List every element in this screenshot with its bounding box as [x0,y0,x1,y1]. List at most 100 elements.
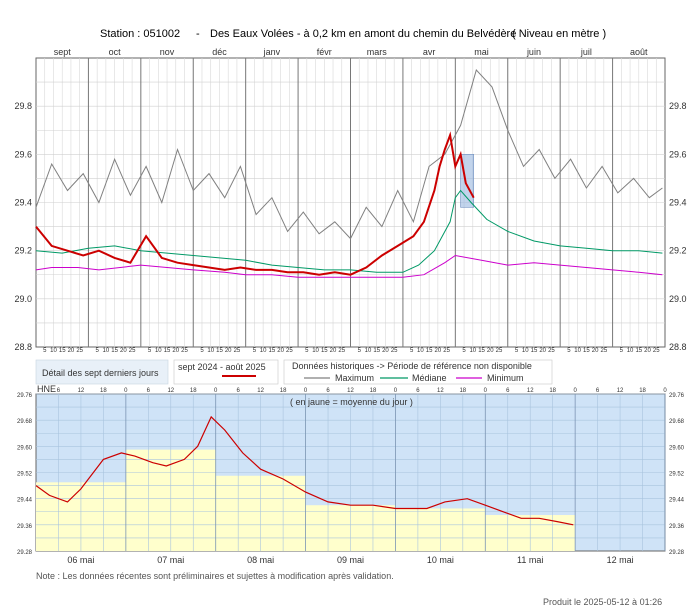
hour-tick-label: 12 [437,388,444,394]
day-label: 07 mai [157,555,184,565]
day-tick-label: 25 [181,348,188,354]
day-tick-label: 20 [539,348,546,354]
hour-tick-label: 6 [237,388,241,394]
recent-y-tick-label: 29.60 [17,445,33,451]
day-tick-label: 20 [68,348,75,354]
day-label: 10 mai [427,555,454,565]
month-label: août [630,47,648,57]
day-label: 11 mai [517,555,543,565]
hour-tick-label: 0 [304,388,308,394]
day-tick-label: 15 [531,348,538,354]
day-tick-label: 15 [269,348,276,354]
hour-tick-label: 0 [663,388,667,394]
day-tick-label: 5 [305,348,309,354]
day-tick-label: 25 [338,348,345,354]
day-tick-label: 20 [592,348,599,354]
day-tick-label: 20 [644,348,651,354]
recent-detail-label: Détail des sept derniers jours [42,368,159,378]
day-tick-label: 25 [496,348,503,354]
day-label: 06 mai [67,555,94,565]
produced-date: Produit le 2025-05-12 à 01:26 [543,597,663,607]
hour-tick-label: 18 [370,388,377,394]
historic-title: Données historiques -> Période de référe… [292,361,532,371]
hour-tick-label: 0 [484,388,488,394]
series-max-line [35,69,663,240]
day-tick-label: 25 [391,348,398,354]
title-dash: - [196,28,200,40]
hour-tick-label: 18 [190,388,197,394]
series-min-line [35,254,663,278]
day-tick-label: 10 [522,348,529,354]
y-tick-label-right: 29.6 [669,149,687,159]
recent-y-tick-label-right: 29.68 [669,419,685,425]
day-tick-label: 20 [382,348,389,354]
day-tick-label: 15 [216,348,223,354]
hour-tick-label: 0 [573,388,577,394]
hour-tick-label: 12 [167,388,174,394]
recent-y-tick-label: 29.28 [17,550,33,556]
day-label: 09 mai [337,555,364,565]
day-label: 12 mai [607,555,634,565]
hour-tick-label: 6 [416,388,420,394]
legend-maximum: Maximum [335,373,374,383]
month-label: juil [580,47,592,57]
y-tick-label: 29.6 [14,149,32,159]
y-tick-label-right: 28.8 [669,342,687,352]
hour-tick-label: 0 [394,388,398,394]
hour-tick-label: 18 [459,388,466,394]
month-label: juin [526,47,541,57]
day-tick-label: 25 [234,348,241,354]
period-box [173,359,279,385]
hour-tick-label: 18 [280,388,287,394]
chart-text: Station : 051002 - Des Eaux Volées - à 0… [37,28,606,407]
day-tick-label: 5 [200,348,204,354]
y-tick-label-right: 29.2 [669,246,687,256]
legend-median: Médiane [412,373,447,383]
recent-y-tick-label-right: 29.36 [669,524,685,530]
month-label: sept [54,47,72,57]
recent-y-tick-label: 29.36 [17,524,33,530]
day-tick-label: 10 [312,348,319,354]
hour-tick-label: 0 [124,388,128,394]
day-tick-label: 15 [111,348,118,354]
recent-detail-box [35,359,169,385]
hour-tick-label: 6 [596,388,600,394]
day-tick-label: 5 [462,348,466,354]
day-tick-label: 15 [373,348,380,354]
hne-label: HNE [37,384,56,394]
day-tick-label: 15 [635,348,642,354]
day-tick-label: 20 [172,348,179,354]
y-tick-label: 29.8 [14,101,32,111]
day-tick-label: 15 [321,348,328,354]
day-tick-label: 10 [627,348,634,354]
recent-y-tick-label-right: 29.52 [669,472,685,478]
y-tick-label-right: 29.0 [669,294,687,304]
month-label: avr [423,47,436,57]
hour-tick-label: 12 [257,388,264,394]
day-tick-label: 10 [155,348,162,354]
month-label: janv [263,47,281,57]
day-tick-label: 25 [286,348,293,354]
recent-y-tick-label: 29.52 [17,472,33,478]
unit-label: ( Niveau en mètre ) [512,28,606,40]
day-tick-label: 5 [43,348,47,354]
recent-chart: 6 12 18 0 6 12 18 0 6 12 18 0 6 12 18 0 6 12 18 0 6 12 18 0 6 12 1… [17,388,685,565]
month-label: févr [317,47,332,57]
historic-box [283,359,553,385]
legend-minimum: Minimum [487,373,524,383]
month-label: oct [109,47,122,57]
y-tick-label: 28.8 [14,342,32,352]
day-tick-label: 20 [330,348,337,354]
station-description: Des Eaux Volées - à 0,2 km en amont du c… [210,28,516,40]
day-tick-label: 20 [487,348,494,354]
hour-tick-label: 18 [549,388,556,394]
day-tick-label: 5 [515,348,519,354]
hour-tick-label: 18 [639,388,646,394]
y-tick-label-right: 29.4 [669,198,687,208]
day-tick-label: 5 [567,348,571,354]
hour-tick-label: 18 [100,388,107,394]
day-tick-label: 10 [260,348,267,354]
hour-tick-label: 6 [147,388,151,394]
day-tick-label: 10 [207,348,214,354]
